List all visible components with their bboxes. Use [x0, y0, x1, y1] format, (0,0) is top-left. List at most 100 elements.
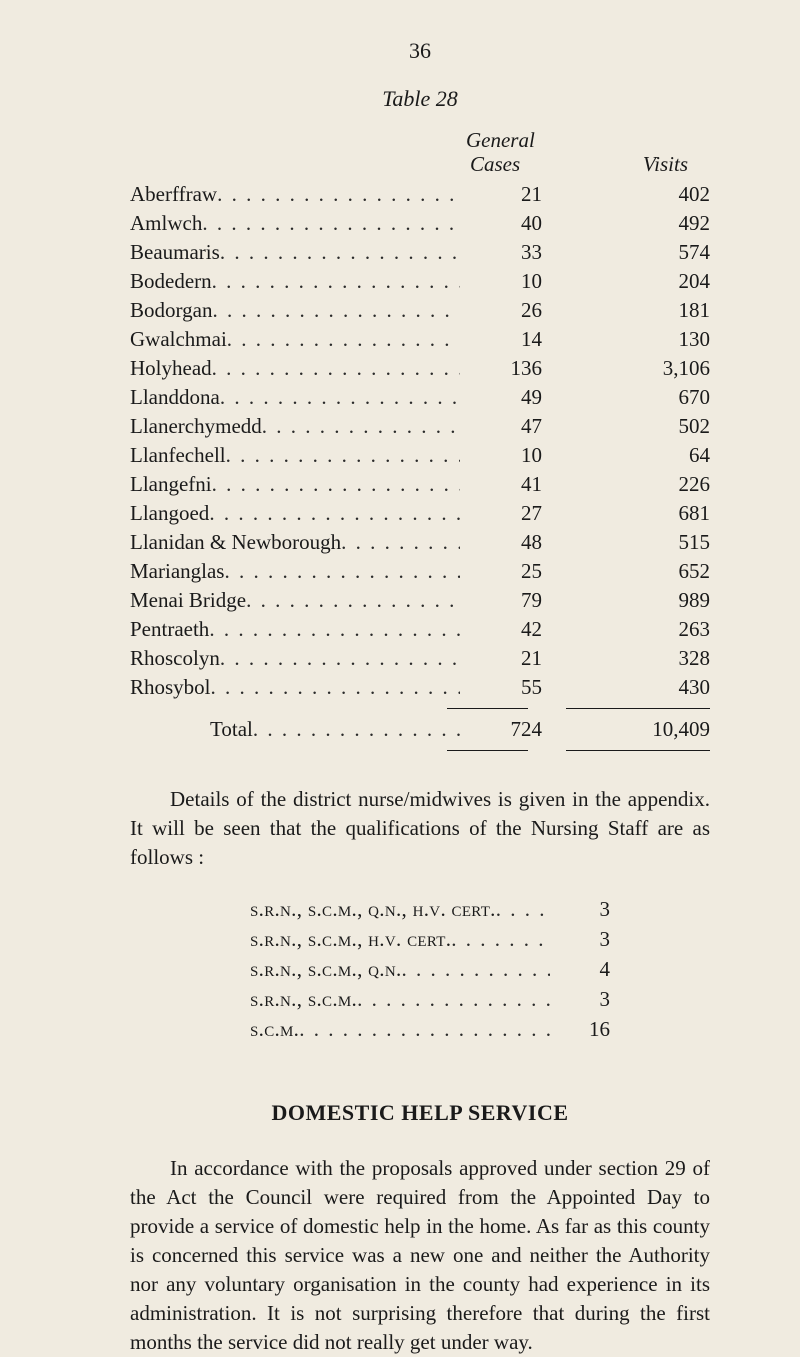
- leader-dots: . . . . . . . . . . . . . . . . . . . . …: [211, 673, 460, 702]
- row-label: Rhoscolyn: [130, 644, 220, 673]
- row-label: Holyhead: [130, 354, 212, 383]
- table-row: Pentraeth . . . . . . . . . . . . . . . …: [130, 615, 710, 644]
- row-cases: 21: [460, 644, 550, 673]
- leader-dots: . . . . . . . . . . . . . . . . . . . . …: [202, 209, 460, 238]
- row-cases: 136: [460, 354, 550, 383]
- total-row: Total . . . . . . . . . . . . . . . . . …: [130, 715, 710, 744]
- header-cases: Cases: [470, 152, 520, 177]
- leader-dots: . . . . . . . . . . . . . . . . . . . . …: [226, 441, 460, 470]
- table-row: Gwalchmai . . . . . . . . . . . . . . . …: [130, 325, 710, 354]
- leader-dots: . . . . . . . . . . . . . . . . . . . . …: [451, 924, 550, 954]
- table-row: Menai Bridge . . . . . . . . . . . . . .…: [130, 586, 710, 615]
- column-headers: General Cases Visits: [130, 128, 710, 178]
- qual-label: s.r.n., s.c.m., h.v. cert.: [250, 924, 451, 954]
- leader-dots: . . . . . . . . . . . . . . . . . . . . …: [212, 470, 460, 499]
- row-visits: 226: [550, 470, 710, 499]
- table-row: Aberffraw . . . . . . . . . . . . . . . …: [130, 180, 710, 209]
- row-label: Llanddona: [130, 383, 220, 412]
- row-cases: 10: [460, 441, 550, 470]
- table-row: Bodorgan . . . . . . . . . . . . . . . .…: [130, 296, 710, 325]
- row-visits: 402: [550, 180, 710, 209]
- row-label: Bodorgan: [130, 296, 212, 325]
- qual-value: 3: [550, 894, 610, 924]
- qual-value: 4: [550, 954, 610, 984]
- row-visits: 681: [550, 499, 710, 528]
- row-label: Llanidan & Newborough: [130, 528, 341, 557]
- row-label: Llangefni: [130, 470, 212, 499]
- row-label: Beaumaris: [130, 238, 220, 267]
- row-cases: 33: [460, 238, 550, 267]
- row-visits: 492: [550, 209, 710, 238]
- table-row: Llangoed . . . . . . . . . . . . . . . .…: [130, 499, 710, 528]
- data-table: Aberffraw . . . . . . . . . . . . . . . …: [130, 180, 710, 751]
- row-visits: 502: [550, 412, 710, 441]
- row-cases: 26: [460, 296, 550, 325]
- leader-dots: . . . . . . . . . . . . . . . . . . . . …: [341, 528, 460, 557]
- row-cases: 27: [460, 499, 550, 528]
- row-cases: 10: [460, 267, 550, 296]
- leader-dots: . . . . . . . . . . . . . . . . . . . . …: [246, 586, 460, 615]
- table-row: Beaumaris . . . . . . . . . . . . . . . …: [130, 238, 710, 267]
- row-label: Menai Bridge: [130, 586, 246, 615]
- leader-dots: . . . . . . . . . . . . . . . . . . . . …: [212, 296, 460, 325]
- rule-top: [130, 702, 710, 709]
- row-cases: 42: [460, 615, 550, 644]
- table-row: Llanfechell . . . . . . . . . . . . . . …: [130, 441, 710, 470]
- qual-label: s.r.n., s.c.m., q.n.: [250, 954, 402, 984]
- qual-label: s.r.n., s.c.m.: [250, 984, 357, 1014]
- leader-dots: . . . . . . . . . . . . . . . . . . . . …: [402, 954, 550, 984]
- row-label: Aberffraw: [130, 180, 217, 209]
- row-cases: 49: [460, 383, 550, 412]
- table-row: Llanidan & Newborough . . . . . . . . . …: [130, 528, 710, 557]
- row-label: Pentraeth: [130, 615, 209, 644]
- table-row: Rhosybol . . . . . . . . . . . . . . . .…: [130, 673, 710, 702]
- header-visits: Visits: [643, 152, 688, 177]
- row-cases: 79: [460, 586, 550, 615]
- total-label: Total: [210, 715, 253, 744]
- row-cases: 47: [460, 412, 550, 441]
- row-visits: 3,106: [550, 354, 710, 383]
- leader-dots: . . . . . . . . . . . . . . . . . . . . …: [357, 984, 550, 1014]
- leader-dots: . . . . . . . . . . . . . . . . . . . . …: [224, 557, 460, 586]
- qual-row: s.r.n., s.c.m., q.n., h.v. cert. . . . .…: [250, 894, 710, 924]
- leader-dots: . . . . . . . . . . . . . . . . . . . . …: [220, 238, 460, 267]
- row-cases: 25: [460, 557, 550, 586]
- table-row: Holyhead . . . . . . . . . . . . . . . .…: [130, 354, 710, 383]
- leader-dots: . . . . . . . . . . . . . . . . . . . . …: [253, 715, 460, 744]
- row-visits: 181: [550, 296, 710, 325]
- qual-row: s.c.m. . . . . . . . . . . . . . . . . .…: [250, 1014, 710, 1044]
- row-label: Amlwch: [130, 209, 202, 238]
- row-cases: 40: [460, 209, 550, 238]
- paragraph-domestic: In accordance with the proposals approve…: [130, 1154, 710, 1357]
- leader-dots: . . . . . . . . . . . . . . . . . . . . …: [299, 1014, 550, 1044]
- row-visits: 515: [550, 528, 710, 557]
- row-label: Gwalchmai: [130, 325, 227, 354]
- table-row: Llangefni . . . . . . . . . . . . . . . …: [130, 470, 710, 499]
- row-label: Llanfechell: [130, 441, 226, 470]
- qual-label: s.c.m.: [250, 1014, 299, 1044]
- row-label: Marianglas: [130, 557, 224, 586]
- total-cases: 724: [460, 715, 550, 744]
- leader-dots: . . . . . . . . . . . . . . . . . . . . …: [209, 615, 460, 644]
- table-row: Marianglas . . . . . . . . . . . . . . .…: [130, 557, 710, 586]
- row-visits: 652: [550, 557, 710, 586]
- qual-value: 3: [550, 924, 610, 954]
- leader-dots: . . . . . . . . . . . . . . . . . . . . …: [496, 894, 550, 924]
- leader-dots: . . . . . . . . . . . . . . . . . . . . …: [212, 354, 460, 383]
- header-general: General: [466, 128, 535, 153]
- row-visits: 430: [550, 673, 710, 702]
- row-visits: 574: [550, 238, 710, 267]
- row-visits: 204: [550, 267, 710, 296]
- qual-row: s.r.n., s.c.m. . . . . . . . . . . . . .…: [250, 984, 710, 1014]
- page-number: 36: [130, 38, 710, 64]
- leader-dots: . . . . . . . . . . . . . . . . . . . . …: [220, 644, 460, 673]
- row-cases: 41: [460, 470, 550, 499]
- row-visits: 670: [550, 383, 710, 412]
- row-visits: 263: [550, 615, 710, 644]
- qualifications-list: s.r.n., s.c.m., q.n., h.v. cert. . . . .…: [250, 894, 710, 1044]
- row-cases: 21: [460, 180, 550, 209]
- leader-dots: . . . . . . . . . . . . . . . . . . . . …: [217, 180, 460, 209]
- qual-value: 3: [550, 984, 610, 1014]
- table-label: Table 28: [130, 86, 710, 112]
- rule-bottom: [130, 744, 710, 751]
